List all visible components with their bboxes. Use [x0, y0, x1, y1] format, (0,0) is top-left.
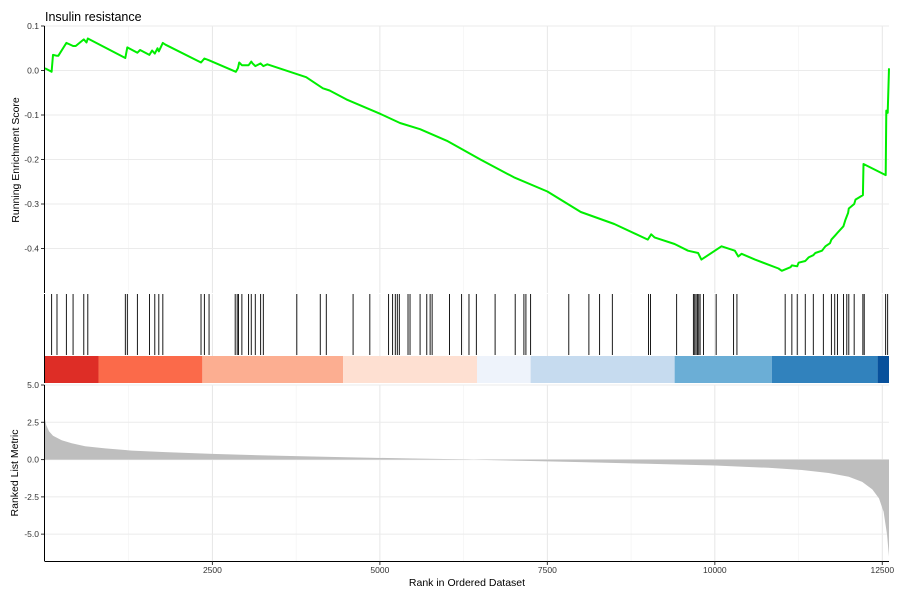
gene-hit-lines: [51, 294, 889, 355]
ranked-metric-y-label: Ranked List Metric: [9, 430, 21, 517]
y-tick-label: 2.5: [27, 417, 39, 427]
running-enrichment-score-line: [44, 37, 890, 272]
rank-color-bar: [45, 356, 889, 383]
enrichment-gridlines: [45, 25, 889, 293]
color-bar-segment: [674, 356, 772, 383]
x-tick-label: 10000: [703, 565, 727, 575]
chart-title: Insulin resistance: [45, 10, 142, 24]
x-tick-label: 5000: [370, 565, 389, 575]
y-tick-label: -0.2: [24, 155, 39, 165]
y-tick-label: -0.3: [24, 199, 39, 209]
color-bar-segment: [45, 356, 99, 383]
ranked-metric-panel: 5.0 2.5 0.0 -2.5 -5.0 2500 5000 7500 10000 12500…: [9, 380, 894, 589]
color-bar-segment: [771, 356, 878, 383]
color-bar-segment: [343, 356, 478, 383]
color-bar-segment: [530, 356, 675, 383]
ranked-metric-y-ticks: 5.0 2.5 0.0 -2.5 -5.0: [24, 380, 45, 539]
y-tick-label: -5.0: [24, 529, 39, 539]
color-bar-segment: [98, 356, 203, 383]
y-tick-label: 0.0: [27, 66, 39, 76]
y-tick-label: 0.1: [27, 21, 39, 31]
enrichment-y-ticks: 0.1 0.0 -0.1 -0.2 -0.3 -0.4: [24, 21, 45, 254]
y-tick-label: 0.0: [27, 455, 39, 465]
hits-panel: [44, 294, 889, 383]
enrichment-panel: 0.1 0.0 -0.1 -0.2 -0.3 -0.4 Running Enrichmen…: [10, 21, 890, 293]
x-tick-label: 7500: [538, 565, 557, 575]
x-tick-label: 2500: [203, 565, 222, 575]
x-ticks: 2500 5000 7500 10000 12500: [203, 561, 894, 575]
ranked-metric-gridlines: [45, 384, 889, 561]
hits-gridlines: [128, 294, 883, 356]
color-bar-segment: [477, 356, 531, 383]
enrichment-y-label: Running Enrichment Score: [10, 97, 22, 223]
y-tick-label: -2.5: [24, 492, 39, 502]
color-bar-segment: [202, 356, 344, 383]
x-axis-label: Rank in Ordered Dataset: [409, 577, 525, 589]
y-tick-label: -0.4: [24, 244, 39, 254]
y-tick-label: 5.0: [27, 380, 39, 390]
color-bar-segment: [877, 356, 889, 383]
x-tick-label: 12500: [870, 565, 894, 575]
y-tick-label: -0.1: [24, 110, 39, 120]
